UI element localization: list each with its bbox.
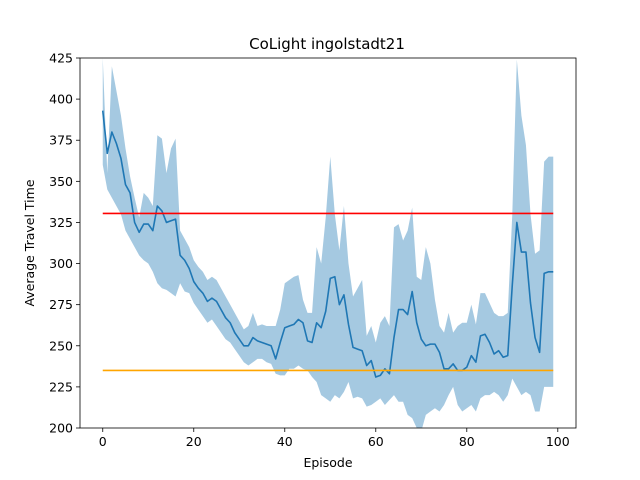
plot-frame	[79, 57, 577, 429]
y-axis: 200 225 250 275 300 325 350 375 400 425	[49, 51, 80, 436]
y-tick-label: 275	[49, 297, 73, 312]
y-tick-label: 375	[49, 133, 73, 148]
y-tick-label: 350	[49, 174, 73, 189]
y-tick-label: 250	[49, 338, 73, 353]
x-tick-label: 40	[277, 434, 293, 449]
x-tick-label: 20	[186, 434, 202, 449]
x-axis-label: Episode	[303, 455, 352, 470]
plot-area	[101, 58, 554, 428]
x-tick-label: 100	[546, 434, 570, 449]
y-tick-label: 325	[49, 215, 73, 230]
y-tick-label: 300	[49, 256, 73, 271]
y-tick-label: 225	[49, 379, 73, 394]
y-tick-label: 400	[49, 92, 73, 107]
mean-travel-time-line	[101, 110, 554, 378]
x-tick-label: 0	[99, 434, 107, 449]
chart-title: CoLight ingolstadt21	[249, 35, 405, 53]
y-axis-label: Average Travel Time	[22, 179, 37, 306]
x-tick-label: 60	[368, 434, 384, 449]
y-tick-label: 425	[49, 51, 73, 66]
x-tick-label: 80	[459, 434, 475, 449]
x-axis: 0 20 40 60 80 100	[99, 428, 570, 449]
y-tick-label: 200	[49, 421, 73, 436]
confidence-band	[102, 58, 554, 428]
